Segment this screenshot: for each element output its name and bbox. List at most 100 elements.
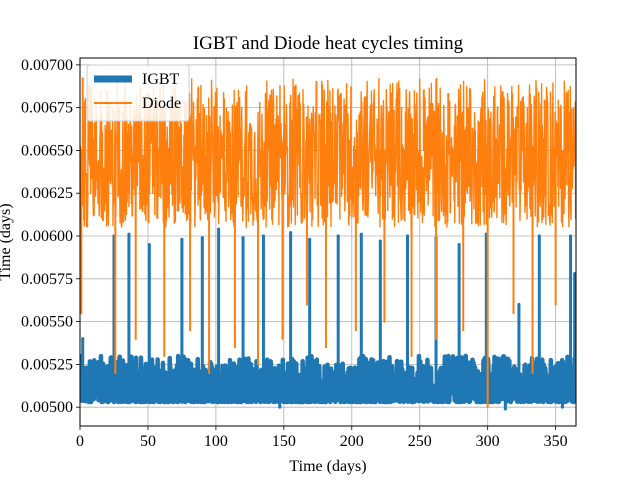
data-layer [80,77,576,411]
series-diode-point [383,320,386,323]
series-diode-point [257,363,260,366]
series-diode-point [410,354,413,357]
series-igbt-point [320,385,324,389]
series-igbt-point [569,234,573,238]
series-igbt-point [547,388,551,392]
y-tick-label: 0.00550 [21,314,73,331]
x-tick-label: 150 [272,433,296,450]
series-diode-point [315,80,318,83]
plot-frame [79,57,577,427]
series-diode [80,77,576,409]
series-igbt-point [560,405,564,409]
series-igbt-point [336,234,340,238]
y-tick-label: 0.00625 [21,185,73,202]
legend-label-diode: Diode [142,95,181,112]
y-tick-label: 0.00525 [21,356,73,373]
series-diode-point [364,96,367,99]
series-diode-point [554,303,557,306]
series-diode-point [543,99,546,102]
series-diode-point [233,346,236,349]
series-diode-point [447,92,450,95]
series-igbt-point [187,393,191,397]
series-igbt-point [206,390,210,394]
series-diode-point [305,303,308,306]
legend: IGBT Diode [86,64,190,122]
series-diode-point [281,337,284,340]
series-igbt [80,227,576,411]
series-diode-point [531,371,534,374]
x-tick-label: 300 [476,433,500,450]
series-diode-point [83,217,86,220]
series-diode-point [435,337,438,340]
y-axis-label: Time (days) [0,203,14,280]
series-igbt-point [180,237,184,241]
series-diode-point [398,87,401,90]
series-igbt-point [217,227,221,231]
series-igbt-point [86,379,90,383]
x-tick-label: 100 [204,433,228,450]
y-tick-label: 0.00700 [21,57,73,74]
series-diode-point [189,329,192,332]
x-tick-label: 50 [140,433,156,450]
series-igbt-point [138,388,142,392]
series-diode-point [134,337,137,340]
x-axis-label: Time (days) [289,458,366,475]
series-igbt-point [261,234,265,238]
series-diode-point [462,329,465,332]
series-igbt-point [465,385,469,389]
series-diode-point [80,312,83,315]
series-igbt-point [241,236,245,240]
series-igbt-point [119,391,123,395]
x-tick-label: 0 [76,433,84,450]
series-diode-point [501,91,504,94]
series-diode-line [80,77,576,229]
y-tick-label: 0.00575 [21,271,73,288]
series-igbt-point [147,243,151,247]
series-diode-point [197,87,200,90]
series-diode-point [81,77,84,80]
series-diode-point [163,354,166,357]
legend-label-igbt: IGBT [142,71,180,88]
series-diode-point [339,92,342,95]
series-igbt-point [308,237,312,241]
chart-title: IGBT and Diode heat cycles timing [193,33,464,54]
x-tick-label: 250 [408,433,432,450]
series-igbt-point [457,243,461,247]
series-igbt-point [297,388,301,392]
series-igbt-point [94,385,98,389]
series-diode-point [114,371,117,374]
series-igbt-point [278,405,282,409]
series-igbt-point [517,302,521,306]
series-diode-point [269,94,272,97]
series-igbt-point [393,385,397,389]
axis-ticks: 0 50 100 150 200 250 300 350 0.00500 0.00525 0.005… [21,57,568,450]
y-tick-label: 0.00650 [21,142,73,159]
series-igbt-point [252,391,256,395]
series-igbt-point [573,272,576,276]
y-tick-label: 0.00500 [21,399,73,416]
series-igbt-point [359,232,363,236]
series-igbt-point [81,337,85,341]
series-igbt-line [80,353,576,405]
series-diode-point [422,89,425,92]
series-igbt-point [367,388,371,392]
series-diode-point [293,86,296,89]
series-igbt-point [127,232,131,236]
series-igbt-point [526,391,530,395]
series-igbt-point [229,386,233,390]
series-igbt-point [378,239,382,243]
x-tick-label: 350 [544,433,568,450]
series-diode-point [481,96,484,99]
series-igbt-point [537,234,541,238]
series-igbt-point [405,234,409,238]
series-igbt-point [289,231,293,235]
series-diode-point [568,111,571,114]
series-igbt-point [168,388,172,392]
series-diode-point [223,98,226,101]
series-igbt-point [503,407,507,411]
series-diode-point [486,406,489,409]
series-diode-point [244,91,247,94]
series-igbt-point [416,390,420,394]
series-igbt-point [442,388,446,392]
